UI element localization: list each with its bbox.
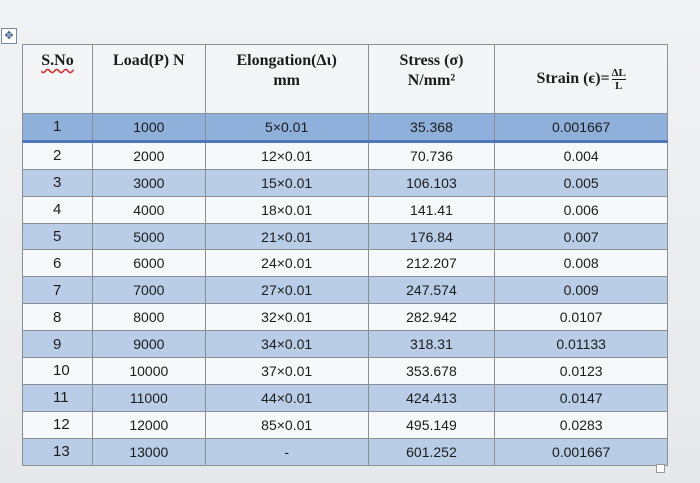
table-row: 6 6000 24×0.01 212.207 0.008: [22, 249, 668, 278]
table-cell: 12000: [91, 410, 206, 439]
table-row: 8 8000 32×0.01 282.942 0.0107: [22, 303, 668, 332]
table-cell: 1000: [91, 113, 206, 143]
table-row: 13 13000-601.252 0.001667: [22, 437, 668, 466]
table-cell: 13000: [91, 437, 206, 466]
table-cell: 0.0147: [494, 383, 668, 412]
data-table: S.No Load(P) N Elongation(Δι) mm Stress (…: [22, 44, 668, 466]
table-body: 1 1000 5×0.01 35.368 0.001667 2 2000 12×0.01 70.…: [22, 113, 668, 466]
table-cell: 21×0.01: [204, 222, 369, 251]
header-unit: N/mm²: [407, 72, 456, 89]
table-cell: 27×0.01: [204, 276, 369, 305]
table-cell: 6000: [91, 249, 206, 278]
header-text: Elongation(Δι): [236, 52, 337, 69]
table-cell: 5: [22, 222, 93, 251]
table-cell: 70.736: [367, 140, 496, 170]
table-cell: 106.103: [367, 168, 496, 197]
table-cell: 44×0.01: [204, 383, 369, 412]
table-cell: 353.678: [367, 357, 496, 385]
table-cell: 3: [22, 168, 93, 197]
table-cell: 24×0.01: [204, 249, 369, 278]
table-row: 9 9000 34×0.01 318.31 0.01133: [22, 330, 668, 359]
table-cell: 176.84: [367, 222, 496, 251]
table-row: 5 5000 21×0.01 176.84 0.007: [22, 222, 668, 251]
table-cell: 7: [22, 276, 93, 305]
table-cell: 4: [22, 195, 93, 224]
resize-handle[interactable]: [656, 464, 665, 473]
header-unit: mm: [273, 72, 300, 89]
header-cell: S.No: [22, 44, 93, 114]
fraction: ΔL L: [611, 66, 626, 92]
header-row: S.No Load(P) N Elongation(Δι) mm Stress (…: [22, 44, 668, 114]
header-cell: Load(P) N: [91, 44, 206, 114]
table-cell: 0.001667: [494, 437, 668, 466]
table-cell: 18×0.01: [204, 195, 369, 224]
table-cell: 10000: [91, 357, 206, 385]
table-cell: 9: [22, 330, 93, 359]
table-cell: 35.368: [367, 113, 496, 143]
table-row: 10 10000 37×0.01 353.678 0.0123: [22, 357, 668, 385]
table-cell: 9000: [91, 330, 206, 359]
table-cell: 8: [22, 303, 93, 332]
table-cell: 0.006: [494, 195, 668, 224]
table-cell: 247.574: [367, 276, 496, 305]
table-cell: 11: [22, 383, 93, 412]
table-cell: 0.0283: [494, 410, 668, 439]
table-move-handle[interactable]: ✥: [1, 28, 17, 44]
table-cell: 85×0.01: [204, 410, 369, 439]
table-cell: 6: [22, 249, 93, 278]
table-cell: 0.01133: [494, 330, 668, 359]
table-cell: 0.005: [494, 168, 668, 197]
table-cell: 0.009: [494, 276, 668, 305]
table-cell: 37×0.01: [204, 357, 369, 385]
table-cell: 495.149: [367, 410, 496, 439]
table-row: 11 11000 44×0.01 424.413 0.0147: [22, 383, 668, 412]
table-row: 3 3000 15×0.01 106.103 0.005: [22, 168, 668, 197]
table-cell: 0.001667: [494, 113, 668, 143]
header-text: Strain (ϵ)=: [536, 69, 610, 87]
table-cell: 601.252: [367, 437, 496, 466]
table-cell: 1: [22, 113, 93, 143]
table-row: 1 1000 5×0.01 35.368 0.001667: [22, 113, 668, 143]
table-cell: -: [204, 437, 369, 466]
table-cell: 0.007: [494, 222, 668, 251]
table-cell: 2000: [91, 140, 206, 170]
table-cell: 424.413: [367, 383, 496, 412]
table-row: 4 4000 18×0.01 141.41 0.006: [22, 195, 668, 224]
table-cell: 318.31: [367, 330, 496, 359]
table-cell: 141.41: [367, 195, 496, 224]
table-cell: 12: [22, 410, 93, 439]
table-cell: 0.0107: [494, 303, 668, 332]
table-cell: 0.008: [494, 249, 668, 278]
table-row: 7 7000 27×0.01 247.574 0.009: [22, 276, 668, 305]
table-row: 2 2000 12×0.01 70.736 0.004: [22, 140, 668, 170]
table-cell: 10: [22, 357, 93, 385]
header-cell: Stress (σ) N/mm²: [367, 44, 496, 114]
table-cell: 32×0.01: [204, 303, 369, 332]
table-cell: 8000: [91, 303, 206, 332]
table-row: 12 12000 85×0.01 495.149 0.0283: [22, 410, 668, 439]
table-cell: 282.942: [367, 303, 496, 332]
table-cell: 3000: [91, 168, 206, 197]
table-cell: 212.207: [367, 249, 496, 278]
header-cell: Elongation(Δι) mm: [204, 44, 369, 114]
table-cell: 13: [22, 437, 93, 466]
header-text: Stress (σ): [399, 52, 464, 69]
header-cell: Strain (ϵ)= ΔL L: [494, 44, 668, 114]
header-text: S.No: [41, 52, 74, 69]
header-text: Load(P) N: [113, 52, 185, 69]
table-cell: 4000: [91, 195, 206, 224]
fraction-numerator: ΔL: [611, 66, 626, 80]
table-cell: 12×0.01: [204, 140, 369, 170]
table-cell: 7000: [91, 276, 206, 305]
table-cell: 11000: [91, 383, 206, 412]
table-cell: 2: [22, 140, 93, 170]
table-cell: 34×0.01: [204, 330, 369, 359]
fraction-denominator: L: [615, 79, 623, 92]
table-cell: 0.004: [494, 140, 668, 170]
table-cell: 0.0123: [494, 357, 668, 385]
table-cell: 5×0.01: [204, 113, 369, 143]
table-cell: 15×0.01: [204, 168, 369, 197]
table-cell: 5000: [91, 222, 206, 251]
